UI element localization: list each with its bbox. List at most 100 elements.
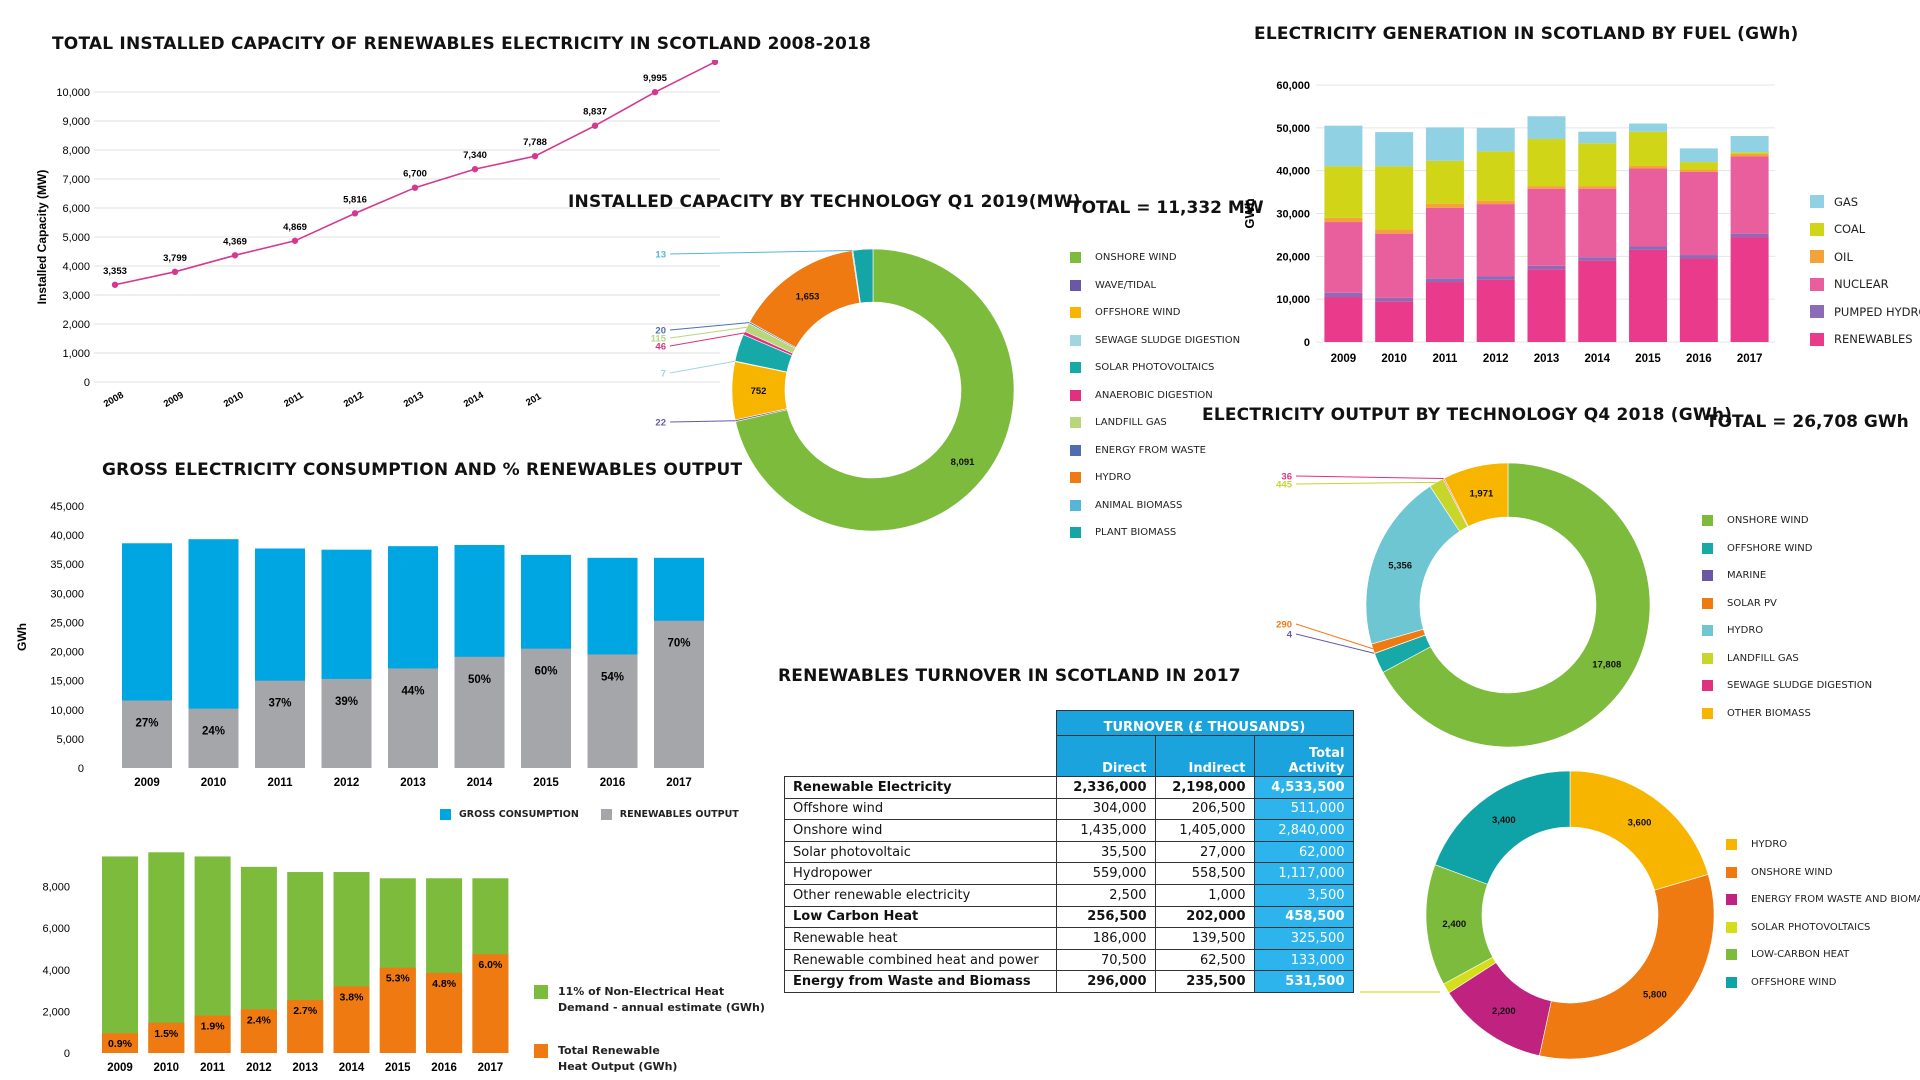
bar-renewables-output: [587, 654, 638, 768]
data-point: [591, 122, 599, 129]
legend-swatch: [1810, 222, 1824, 236]
y-tick-label: 0: [64, 1048, 70, 1060]
callout-label: 20: [655, 326, 666, 337]
legend-item-solar-photovoltaics: SOLAR PHOTOVOLTAICS: [1070, 354, 1240, 382]
heat-legend-2-line1: Total Renewable: [558, 1044, 660, 1057]
bar-gas: [1629, 123, 1668, 132]
turnover-donut-chart: 3,600 5,800 2,200 2,400 3,400: [1360, 770, 1715, 1060]
legend-swatch: [1726, 976, 1737, 988]
heat-legend-green-swatch: [534, 985, 548, 999]
y-tick-label: 6,000: [42, 923, 70, 935]
callout-label: 445: [1276, 480, 1293, 491]
data-point: [651, 88, 659, 96]
legend-swatch: [1702, 652, 1713, 664]
bar-heat-demand: [102, 856, 138, 1053]
x-tick-label: 2017: [666, 777, 692, 789]
cell-direct: 70,500: [1055, 948, 1156, 972]
table-row: Offshore wind 304,000 206,500 511,000: [784, 797, 1354, 821]
legend-label: HYDRO: [1727, 625, 1764, 637]
bar-nuclear: [1679, 171, 1718, 256]
slice-onshore-wind: [1539, 874, 1715, 1060]
slice-other-biomass: [1443, 462, 1509, 527]
heat-legend-1-line2: Demand - annual estimate (GWh): [558, 1001, 765, 1014]
tech-donut-total: TOTAL = 11,332 MW: [1070, 198, 1264, 218]
bar-gas: [1324, 125, 1363, 167]
turnover-title: RENEWABLES TURNOVER IN SCOTLAND IN 2017: [778, 666, 1241, 686]
x-tick-label: 2011: [268, 777, 294, 789]
pct-label: 2.4%: [247, 1014, 272, 1026]
y-tick-label: 5,000: [56, 734, 84, 746]
pct-label: 0.9%: [108, 1038, 133, 1050]
legend-swatch: [1810, 250, 1824, 264]
x-tick-label: 2011: [282, 390, 306, 410]
bar-pumped-hydro: [1629, 246, 1668, 250]
callout-line: [1295, 481, 1437, 485]
y-tick-label: 30,000: [1276, 209, 1310, 221]
legend-swatch: [1070, 334, 1081, 346]
bar-pumped-hydro: [1476, 276, 1515, 280]
y-tick-label: 45,000: [50, 501, 84, 513]
x-tick-label: 2014: [462, 389, 486, 409]
legend-label: NUCLEAR: [1834, 277, 1889, 292]
table-row: Solar photovoltaic 35,500 27,000 62,000: [784, 840, 1354, 864]
legend-item-sewage-sludge-digestion: SEWAGE SLUDGE DIGESTION: [1702, 672, 1872, 700]
legend-swatch: [1702, 570, 1713, 582]
x-tick-label: 2016: [431, 1062, 457, 1074]
y-tick-label: 3,000: [62, 290, 90, 302]
data-point: [711, 60, 719, 66]
data-point: [471, 165, 479, 173]
legend-item-other-biomass: OTHER BIOMASS: [1702, 700, 1872, 728]
cell-indirect: 206,500: [1154, 797, 1255, 821]
slice-value-label: 752: [751, 386, 767, 397]
x-tick-label: 2012: [246, 1062, 272, 1074]
slice-onshore-wind: [1382, 462, 1651, 748]
legend-swatch: [1070, 252, 1081, 264]
bar-oil: [1527, 186, 1566, 189]
pct-label: 50%: [468, 674, 491, 686]
legend-item-wave-tidal: WAVE/TIDAL: [1070, 272, 1240, 300]
data-point: [171, 268, 179, 276]
bar-nuclear: [1425, 207, 1464, 279]
x-tick-label: 2010: [154, 1062, 180, 1074]
turnover-group-header: TURNOVER (£ THOUSANDS): [1055, 710, 1354, 736]
table-row: Other renewable electricity 2,500 1,000 3,5…: [784, 883, 1354, 907]
y-tick-label: 4,000: [42, 965, 70, 977]
legend-item-renewables: RENEWABLES: [1810, 326, 1920, 354]
callout-line: [1295, 633, 1375, 654]
table-row: Onshore wind 1,435,000 1,405,000 2,840,000: [784, 819, 1354, 842]
cell-total: 511,000: [1253, 797, 1354, 821]
legend-swatch: [1702, 625, 1713, 637]
legend-label: OFFSHORE WIND: [1751, 976, 1837, 988]
capacity-line-chart: 0 1,000 2,000 3,000 4,000 5,000 6,000 7,000 8,00…: [35, 60, 720, 410]
legend-swatch: [1726, 839, 1737, 851]
cell-direct: 35,500: [1055, 840, 1156, 864]
legend-swatch: [1070, 279, 1081, 291]
legend-gross-consumption: GROSS CONSUMPTION: [440, 809, 579, 820]
legend-swatch: [1070, 362, 1081, 374]
legend-label: COAL: [1834, 222, 1866, 237]
legend-swatch: [1702, 597, 1713, 609]
callout-line: [669, 326, 747, 339]
y-tick-label: 0: [1304, 337, 1310, 349]
legend-label: SEWAGE SLUDGE DIGESTION: [1095, 334, 1241, 346]
cell-name: Renewable heat: [784, 927, 1057, 950]
cell-name: Renewable Electricity: [784, 776, 1057, 799]
callout-label: 22: [655, 418, 666, 429]
slice-plant-biomass: [852, 248, 874, 304]
pct-label: 70%: [667, 638, 690, 650]
cell-total: 531,500: [1253, 970, 1354, 993]
legend-item-nuclear: NUCLEAR: [1810, 271, 1920, 299]
turnover-donut-legend: HYDRO ONSHORE WIND ENERGY FROM WASTE AND B…: [1726, 831, 1920, 996]
callout-line: [669, 360, 736, 374]
x-tick-label: 2016: [1686, 353, 1712, 365]
bar-renewables: [1476, 279, 1515, 342]
slice-value-label: 1,971: [1470, 489, 1494, 500]
bar-oil: [1578, 186, 1617, 189]
x-tick-label: 2009: [1331, 353, 1357, 365]
y-tick-label: 2,000: [62, 319, 90, 331]
callout-line: [1295, 475, 1444, 479]
legend-item-offshore-wind: OFFSHORE WIND: [1726, 969, 1920, 997]
legend-label: ANAEROBIC DIGESTION: [1095, 389, 1213, 401]
legend-swatch: [1702, 680, 1713, 692]
legend-label: PUMPED HYDRO: [1834, 304, 1920, 319]
